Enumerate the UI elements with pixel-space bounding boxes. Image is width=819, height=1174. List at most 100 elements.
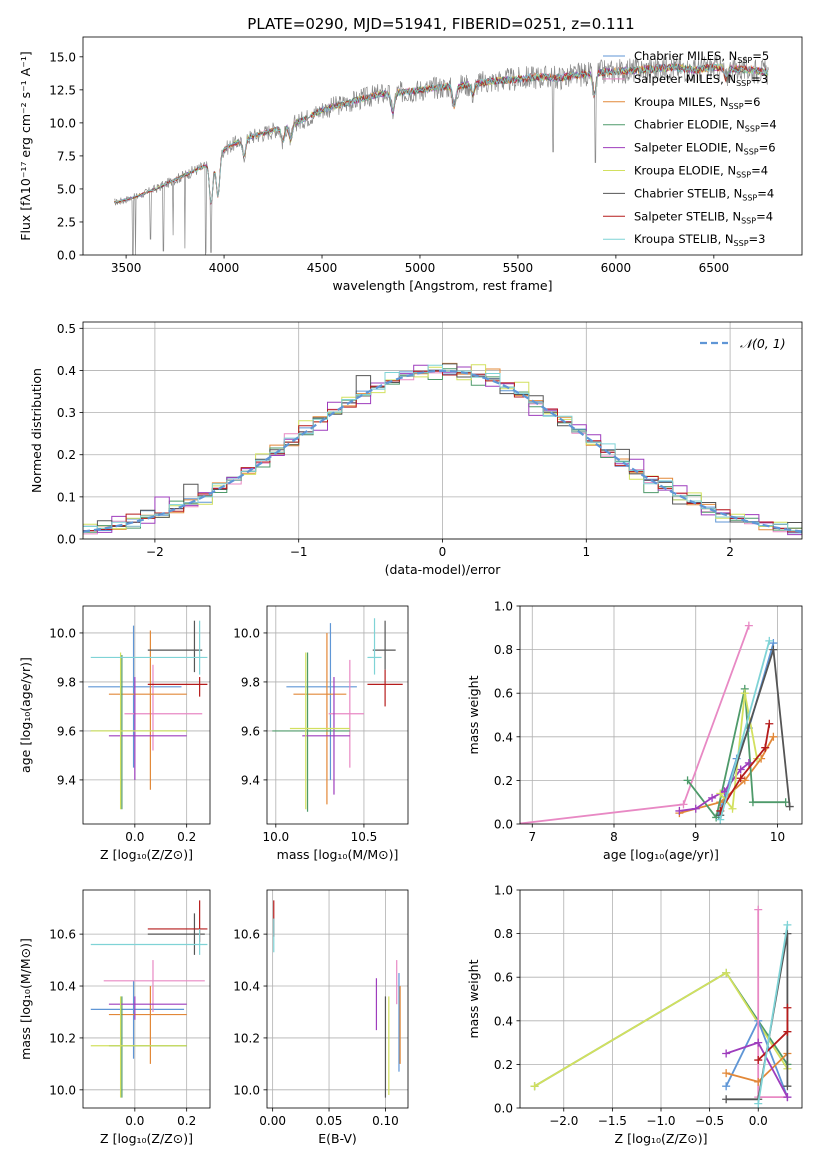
marker-salp_stelib	[783, 1027, 792, 1036]
grid	[83, 606, 210, 824]
series-salp_elodie	[675, 758, 753, 815]
marker-krou_miles	[722, 1069, 731, 1078]
plot-area	[272, 618, 403, 812]
y-tick-label: 7.5	[57, 149, 76, 163]
legend-label-krou_miles: Kroupa MILES, NSSP=6	[634, 95, 760, 111]
axes-frame	[519, 889, 803, 1109]
grid	[267, 890, 408, 1108]
axes-frame	[266, 605, 409, 825]
x-axis-label: Z [log₁₀(Z/Z⊙)]	[100, 1131, 193, 1146]
y-axis-label: age [log₁₀(age/yr)]	[18, 657, 33, 773]
errorbar-chab_elodie	[272, 652, 350, 812]
y-tick-label: 1.0	[494, 600, 513, 614]
marker-krou_elodie	[530, 1082, 539, 1091]
marker-krou_elodie	[740, 689, 749, 698]
x-tick-label: 4500	[307, 261, 338, 275]
x-tick-label: 8	[610, 830, 618, 844]
x-tick-label: −0.5	[695, 1114, 724, 1128]
x-tick-label: 10.0	[262, 830, 289, 844]
errorbar-krou_stelib	[367, 618, 382, 675]
x-tick-label: −2	[146, 545, 164, 559]
plot-area	[520, 621, 794, 824]
x-tick-label: 2	[726, 545, 734, 559]
series-salp_miles	[520, 621, 753, 824]
x-tick-label: 5000	[405, 261, 436, 275]
marker-krou_elodie	[716, 789, 725, 798]
errorbar-chab_stelib	[147, 620, 203, 673]
x-tick-label: 7	[528, 830, 536, 844]
y-tick-label: 12.5	[49, 83, 76, 97]
x-tick-label: 0.0	[125, 830, 144, 844]
y-tick-label: 9.8	[57, 675, 76, 689]
x-tick-label: 0.05	[316, 1114, 343, 1128]
legend-label-krou_stelib: Kroupa STELIB, NSSP=3	[634, 232, 765, 248]
y-tick-label: 10.2	[49, 1031, 76, 1045]
legend-label-krou_elodie: Kroupa ELODIE, NSSP=4	[634, 164, 768, 180]
plot-area	[114, 54, 769, 255]
series-chab_elodie	[683, 684, 790, 822]
y-tick-label: 10.6	[49, 928, 76, 942]
marker-salp_elodie	[736, 765, 745, 774]
series-krou_stelib	[754, 920, 792, 1108]
y-tick-label: 0.6	[494, 971, 513, 985]
marker-krou_elodie	[722, 968, 731, 977]
legend-label-chab_stelib: Chabrier STELIB, NSSP=4	[634, 186, 774, 202]
errorbar-chab_miles	[286, 623, 357, 780]
series-salp_stelib	[716, 719, 774, 815]
x-tick-label: 5500	[503, 261, 534, 275]
y-tick-label: 0.0	[494, 1102, 513, 1116]
marker-salp_elodie	[675, 806, 684, 815]
x-tick-label: −1.0	[646, 1114, 675, 1128]
marker-chab_elodie	[683, 776, 692, 785]
errorbar-salp_elodie	[108, 996, 187, 1020]
marker-salp_elodie	[708, 793, 717, 802]
y-axis-label: mass weight	[466, 959, 481, 1038]
marker-salp_stelib	[783, 1003, 792, 1012]
plot-area	[83, 362, 802, 538]
grid	[267, 606, 408, 824]
marker-salp_stelib	[736, 774, 745, 783]
axes-frame	[519, 605, 803, 825]
chart-mass_vs_ebv: 0.00 0.05 0.10 10.0 10.2 10.4 10.6 E(B-V)	[233, 889, 409, 1146]
x-tick-label: 0.00	[259, 1114, 286, 1128]
line-salp_miles	[520, 625, 750, 824]
legend: Chabrier MILES, NSSP=5 Salpeter MILES, NS…	[603, 49, 777, 248]
y-tick-label: 2.5	[57, 215, 76, 229]
errorbar-salp_elodie	[302, 677, 350, 795]
y-tick-label: 15.0	[49, 50, 76, 64]
x-tick-label: 3500	[111, 261, 142, 275]
y-tick-label: 0.0	[57, 249, 76, 263]
marker-salp_miles	[679, 800, 688, 809]
series-krou_stelib	[716, 636, 774, 824]
x-tick-label: 9	[692, 830, 700, 844]
x-tick-label: 10	[770, 830, 785, 844]
y-tick-label: 10.0	[49, 116, 76, 130]
y-tick-label: 9.6	[57, 724, 76, 738]
x-tick-label: −1	[290, 545, 308, 559]
y-tick-label: 0.2	[494, 774, 513, 788]
y-tick-label: 0.1	[57, 490, 76, 504]
axes-frame	[82, 889, 211, 1109]
marker-krou_elodie	[728, 804, 737, 813]
series-chab_stelib	[722, 929, 792, 1104]
errorbar-salp_stelib	[147, 677, 208, 697]
x-tick-label: 0.10	[372, 1114, 399, 1128]
y-tick-label: 0.8	[494, 927, 513, 941]
y-axis-label: Normed distribution	[29, 368, 44, 493]
errorbar-krou_miles	[293, 632, 347, 805]
y-tick-label: 0.5	[57, 322, 76, 336]
x-tick-label: 0	[439, 545, 447, 559]
y-tick-label: 0.3	[57, 406, 76, 420]
legend-label-chab_miles: Chabrier MILES, NSSP=5	[634, 49, 769, 65]
marker-salp_elodie	[720, 787, 729, 796]
marker-salp_elodie	[744, 758, 753, 767]
marker-chab_elodie	[781, 798, 790, 807]
chart-age_vs_mass: 10.0 10.5 9.4 9.6 9.8 10.0 mass [log₁₀(M/M⊙)]	[233, 605, 409, 862]
marker-chab_elodie	[748, 798, 757, 807]
marker-chab_elodie	[712, 813, 721, 822]
marker-salp_elodie	[754, 1038, 763, 1047]
grid	[520, 889, 802, 1109]
y-tick-label: 9.6	[241, 724, 260, 738]
gaussian-curve	[83, 369, 802, 533]
